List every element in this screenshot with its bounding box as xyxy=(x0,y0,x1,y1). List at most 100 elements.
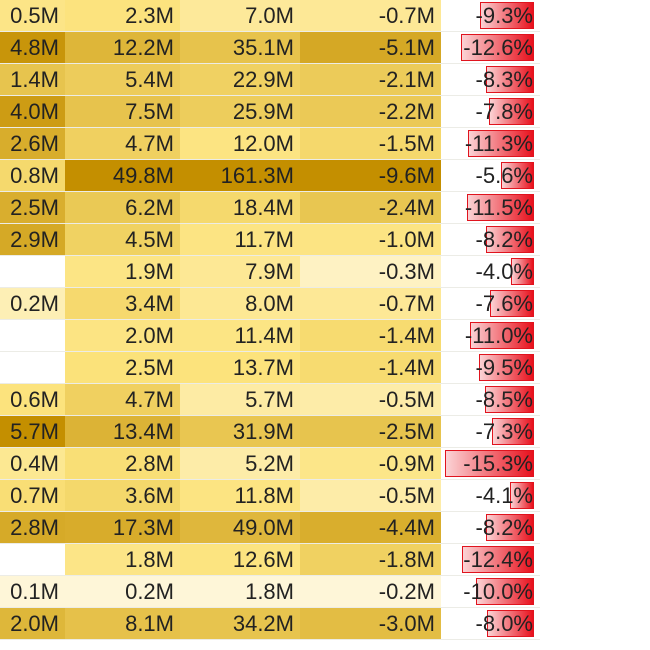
data-bar-cell[interactable]: -12.6% xyxy=(441,32,537,63)
data-bar-cell[interactable]: -8.0% xyxy=(441,608,537,639)
heat-cell[interactable]: 7.5M xyxy=(65,96,180,127)
heat-cell[interactable] xyxy=(0,352,65,383)
heat-cell[interactable]: -2.2M xyxy=(300,96,441,127)
heat-cell[interactable]: 5.7M xyxy=(180,384,300,415)
heat-cell[interactable]: 31.9M xyxy=(180,416,300,447)
heat-cell[interactable]: -2.5M xyxy=(300,416,441,447)
heat-cell[interactable]: 5.7M xyxy=(0,416,65,447)
heat-cell[interactable]: 35.1M xyxy=(180,32,300,63)
heat-cell[interactable]: 17.3M xyxy=(65,512,180,543)
heat-cell[interactable]: 12.0M xyxy=(180,128,300,159)
heat-cell[interactable]: 25.9M xyxy=(180,96,300,127)
heat-cell[interactable]: 0.6M xyxy=(0,384,65,415)
data-bar-cell[interactable]: -7.3% xyxy=(441,416,537,447)
heat-cell[interactable]: 0.8M xyxy=(0,160,65,191)
heat-cell[interactable]: -0.3M xyxy=(300,256,441,287)
heat-cell[interactable]: -2.4M xyxy=(300,192,441,223)
heat-cell[interactable]: 0.7M xyxy=(0,480,65,511)
data-bar-cell[interactable]: -11.3% xyxy=(441,128,537,159)
data-bar-cell[interactable]: -8.3% xyxy=(441,64,537,95)
heat-cell[interactable]: 2.0M xyxy=(0,608,65,639)
heat-cell[interactable]: 1.8M xyxy=(180,576,300,607)
heat-cell[interactable]: -4.4M xyxy=(300,512,441,543)
heat-cell[interactable]: 1.4M xyxy=(0,64,65,95)
heat-cell[interactable]: -0.5M xyxy=(300,384,441,415)
heat-cell[interactable]: 13.4M xyxy=(65,416,180,447)
data-bar-cell[interactable]: -8.2% xyxy=(441,224,537,255)
heat-cell[interactable]: -0.7M xyxy=(300,288,441,319)
data-bar-cell[interactable]: -4.0% xyxy=(441,256,537,287)
data-bar-cell[interactable]: -4.1% xyxy=(441,480,537,511)
heat-cell[interactable]: -0.9M xyxy=(300,448,441,479)
heat-cell[interactable]: 4.7M xyxy=(65,384,180,415)
data-bar-cell[interactable]: -11.0% xyxy=(441,320,537,351)
heat-cell[interactable]: 49.0M xyxy=(180,512,300,543)
heat-cell[interactable] xyxy=(0,544,65,575)
heat-cell[interactable]: 0.5M xyxy=(0,0,65,31)
heat-cell[interactable]: 7.0M xyxy=(180,0,300,31)
heat-cell[interactable]: 4.8M xyxy=(0,32,65,63)
heat-cell[interactable]: 161.3M xyxy=(180,160,300,191)
heat-cell[interactable]: 2.9M xyxy=(0,224,65,255)
data-bar-cell[interactable]: -15.3% xyxy=(441,448,537,479)
heat-cell[interactable]: 0.2M xyxy=(65,576,180,607)
heat-cell[interactable]: 34.2M xyxy=(180,608,300,639)
heat-cell[interactable]: 11.8M xyxy=(180,480,300,511)
heat-cell[interactable]: 12.2M xyxy=(65,32,180,63)
heat-cell[interactable]: 11.7M xyxy=(180,224,300,255)
heat-cell[interactable]: 1.9M xyxy=(65,256,180,287)
data-bar-cell[interactable]: -12.4% xyxy=(441,544,537,575)
heat-cell[interactable]: 12.6M xyxy=(180,544,300,575)
heat-cell[interactable]: -0.5M xyxy=(300,480,441,511)
data-bar-cell[interactable]: -7.6% xyxy=(441,288,537,319)
heat-cell[interactable]: -5.1M xyxy=(300,32,441,63)
heat-cell[interactable]: 11.4M xyxy=(180,320,300,351)
heat-cell[interactable]: 2.8M xyxy=(65,448,180,479)
heat-cell[interactable]: -2.1M xyxy=(300,64,441,95)
heat-cell[interactable]: 2.3M xyxy=(65,0,180,31)
heat-cell[interactable]: -1.5M xyxy=(300,128,441,159)
heat-cell[interactable]: 2.5M xyxy=(65,352,180,383)
heat-cell[interactable]: 5.2M xyxy=(180,448,300,479)
data-bar-cell[interactable]: -10.0% xyxy=(441,576,537,607)
heat-cell[interactable]: -0.2M xyxy=(300,576,441,607)
data-bar-cell[interactable]: -11.5% xyxy=(441,192,537,223)
heat-cell[interactable] xyxy=(0,320,65,351)
heat-cell[interactable]: 3.4M xyxy=(65,288,180,319)
heat-cell[interactable]: -9.6M xyxy=(300,160,441,191)
heat-cell[interactable] xyxy=(0,256,65,287)
heat-cell[interactable]: 4.0M xyxy=(0,96,65,127)
heat-cell[interactable]: 2.5M xyxy=(0,192,65,223)
heat-cell[interactable]: -1.4M xyxy=(300,320,441,351)
data-bar-cell[interactable]: -9.3% xyxy=(441,0,537,31)
heat-cell[interactable]: 8.0M xyxy=(180,288,300,319)
heat-cell[interactable]: 0.2M xyxy=(0,288,65,319)
heat-cell[interactable]: -3.0M xyxy=(300,608,441,639)
data-bar-cell[interactable]: -8.5% xyxy=(441,384,537,415)
heat-cell[interactable]: -1.0M xyxy=(300,224,441,255)
heat-cell[interactable]: 1.8M xyxy=(65,544,180,575)
heat-cell[interactable]: 4.5M xyxy=(65,224,180,255)
heat-cell[interactable]: 8.1M xyxy=(65,608,180,639)
heat-cell[interactable]: 22.9M xyxy=(180,64,300,95)
heat-cell[interactable]: 2.6M xyxy=(0,128,65,159)
heat-cell[interactable]: 0.4M xyxy=(0,448,65,479)
data-bar-cell[interactable]: -8.2% xyxy=(441,512,537,543)
heat-cell[interactable]: -1.4M xyxy=(300,352,441,383)
heat-cell[interactable]: 0.1M xyxy=(0,576,65,607)
data-bar-cell[interactable]: -7.8% xyxy=(441,96,537,127)
heat-cell[interactable]: 2.0M xyxy=(65,320,180,351)
heat-cell[interactable]: 7.9M xyxy=(180,256,300,287)
heat-cell[interactable]: 3.6M xyxy=(65,480,180,511)
heat-cell[interactable]: -1.8M xyxy=(300,544,441,575)
data-bar-cell[interactable]: -9.5% xyxy=(441,352,537,383)
heat-cell[interactable]: 18.4M xyxy=(180,192,300,223)
heat-cell[interactable]: -0.7M xyxy=(300,0,441,31)
heat-cell[interactable]: 13.7M xyxy=(180,352,300,383)
heat-cell[interactable]: 49.8M xyxy=(65,160,180,191)
heat-cell[interactable]: 5.4M xyxy=(65,64,180,95)
heat-cell[interactable]: 6.2M xyxy=(65,192,180,223)
heat-cell[interactable]: 4.7M xyxy=(65,128,180,159)
heat-cell[interactable]: 2.8M xyxy=(0,512,65,543)
data-bar-cell[interactable]: -5.6% xyxy=(441,160,537,191)
